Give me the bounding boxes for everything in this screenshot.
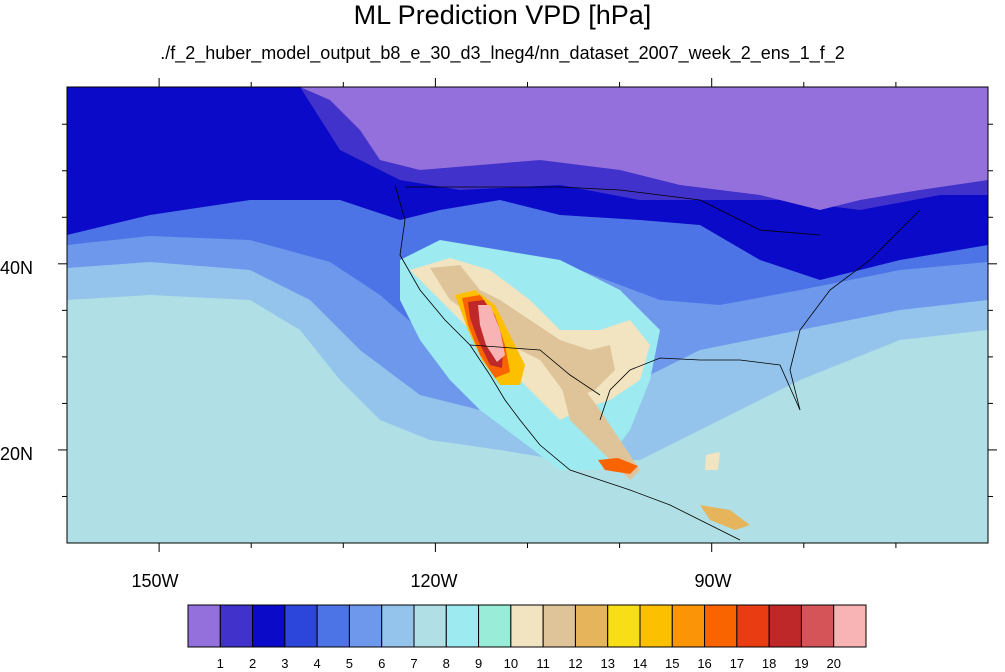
colorbar-swatch xyxy=(445,604,480,648)
colorbar-swatch xyxy=(316,604,350,648)
colorbar-tick-label: 13 xyxy=(600,656,615,671)
colorbar-swatch xyxy=(187,604,221,648)
colorbar-tick-label: 19 xyxy=(794,656,809,671)
lon-label-150w: 150W xyxy=(131,571,179,591)
colorbar-swatch xyxy=(219,604,254,648)
field-level-13-spot xyxy=(700,505,750,530)
colorbar-tick-label: 14 xyxy=(632,656,648,671)
border-us-mexico xyxy=(469,344,601,396)
colorbar-swatch xyxy=(413,604,447,648)
field-level-1 xyxy=(300,87,988,210)
colorbar-tick-label: 17 xyxy=(729,656,745,671)
colorbar-tick-label: 6 xyxy=(378,656,386,671)
field-level-20 xyxy=(478,305,505,362)
colorbar-swatch xyxy=(252,604,286,648)
coastline xyxy=(394,184,741,541)
colorbar-swatch xyxy=(574,604,609,648)
colorbar-swatch xyxy=(542,604,576,648)
colorbar-tick-label: 20 xyxy=(826,656,841,671)
chart-subtitle: ./f_2_huber_model_output_b8_e_30_d3_lneg… xyxy=(160,43,845,63)
colorbar-swatch xyxy=(768,604,802,648)
colorbar-tick-label: 5 xyxy=(345,656,354,671)
colorbar-tick-label: 8 xyxy=(442,656,450,671)
colorbar-swatch xyxy=(348,604,383,648)
colorbar-tick-label: 3 xyxy=(281,656,289,671)
field-level-16-spot xyxy=(598,458,638,474)
colorbar-tick-label: 11 xyxy=(536,656,550,671)
east-coast xyxy=(789,209,921,411)
colorbar-tick-label: 18 xyxy=(761,656,777,671)
field-level-12-mexico xyxy=(560,380,640,480)
colorbar-swatch xyxy=(478,604,512,648)
axis-ticks xyxy=(58,78,997,552)
colorbar-swatch xyxy=(671,604,706,648)
chart-title: ML Prediction VPD [hPa] xyxy=(353,0,652,30)
colorbar-swatch xyxy=(639,604,673,648)
field-level-11-spot xyxy=(705,452,720,470)
colorbar-tick-label: 16 xyxy=(697,656,712,671)
colorbar-swatch xyxy=(381,604,415,648)
colorbar-swatch xyxy=(736,604,770,648)
colorbar-swatch xyxy=(800,604,835,648)
lat-label-20n: 20N xyxy=(0,444,34,464)
colorbar-tick-label: 10 xyxy=(503,656,519,671)
boundaries xyxy=(394,184,921,541)
colorbar-tick-label: 1 xyxy=(216,656,224,671)
contour-field xyxy=(67,87,988,543)
colorbar-swatch xyxy=(704,604,738,648)
colorbar-tick-label: 7 xyxy=(410,656,418,671)
border-us-canada xyxy=(405,186,821,236)
colorbar-tick-label: 12 xyxy=(568,656,583,671)
lon-label-90w: 90W xyxy=(694,571,732,591)
colorbar-tick-label: 9 xyxy=(474,656,483,671)
colorbar-tick-label: 15 xyxy=(665,656,680,671)
colorbar-tick-label: 4 xyxy=(313,656,321,671)
colorbar-swatch xyxy=(833,604,867,648)
lat-label-40n: 40N xyxy=(0,258,34,278)
colorbar-swatch xyxy=(510,604,544,648)
lon-label-120w: 120W xyxy=(410,571,458,591)
colorbar-swatch xyxy=(607,604,641,648)
colorbar-tick-label: 2 xyxy=(248,656,257,671)
gulf-coast xyxy=(599,357,801,421)
colorbar-swatch xyxy=(284,604,318,648)
